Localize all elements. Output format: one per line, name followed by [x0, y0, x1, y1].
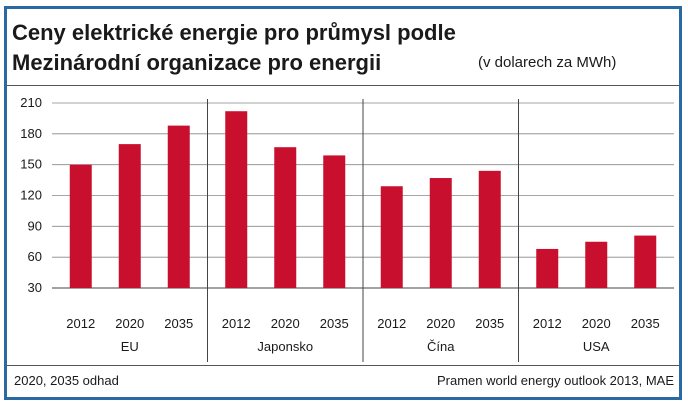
- bar: [478, 170, 501, 288]
- x-tick-label: 2020: [115, 316, 144, 331]
- bar: [585, 241, 608, 288]
- bar: [118, 144, 141, 288]
- group-label: Japonsko: [257, 339, 313, 354]
- bar: [167, 125, 190, 288]
- x-tick-label: 2020: [271, 316, 300, 331]
- y-tick-label: 90: [28, 218, 42, 233]
- title-separator: [7, 85, 679, 86]
- group-label: USA: [583, 339, 610, 354]
- title-line-1: Ceny elektrické energie pro průmysl podl…: [12, 20, 456, 45]
- bar: [429, 178, 452, 288]
- y-tick-label: 60: [28, 249, 42, 264]
- x-tick-label: 2035: [320, 316, 349, 331]
- x-tick-label: 2012: [66, 316, 95, 331]
- x-tick-label: 2035: [164, 316, 193, 331]
- x-tick-label: 2012: [533, 316, 562, 331]
- footer-note: 2020, 2035 odhad: [14, 373, 119, 388]
- y-tick-label: 210: [20, 95, 42, 110]
- y-tick-label: 120: [20, 188, 42, 203]
- bar: [536, 248, 559, 288]
- bar: [274, 147, 297, 288]
- bar: [323, 155, 346, 288]
- x-tick-label: 2035: [475, 316, 504, 331]
- group-label: EU: [121, 339, 139, 354]
- group-label: Čína: [427, 339, 455, 354]
- x-tick-label: 2020: [582, 316, 611, 331]
- x-tick-label: 2020: [426, 316, 455, 331]
- y-tick-label: 30: [28, 280, 42, 295]
- y-tick-label: 180: [20, 126, 42, 141]
- chart-title: Ceny elektrické energie pro průmysl podl…: [12, 18, 456, 78]
- y-tick-label: 150: [20, 157, 42, 172]
- bar: [69, 164, 92, 288]
- title-line-2: Mezinárodní organizace pro energii: [12, 50, 382, 75]
- x-tick-label: 2012: [222, 316, 251, 331]
- bar: [380, 186, 403, 288]
- footer-separator: [7, 365, 679, 366]
- x-tick-label: 2035: [631, 316, 660, 331]
- bar: [225, 111, 248, 288]
- footer-source: Pramen world energy outlook 2013, MAE: [436, 373, 674, 388]
- x-tick-label: 2012: [377, 316, 406, 331]
- chart-subtitle: (v dolarech za MWh): [478, 54, 617, 71]
- bar: [634, 235, 657, 288]
